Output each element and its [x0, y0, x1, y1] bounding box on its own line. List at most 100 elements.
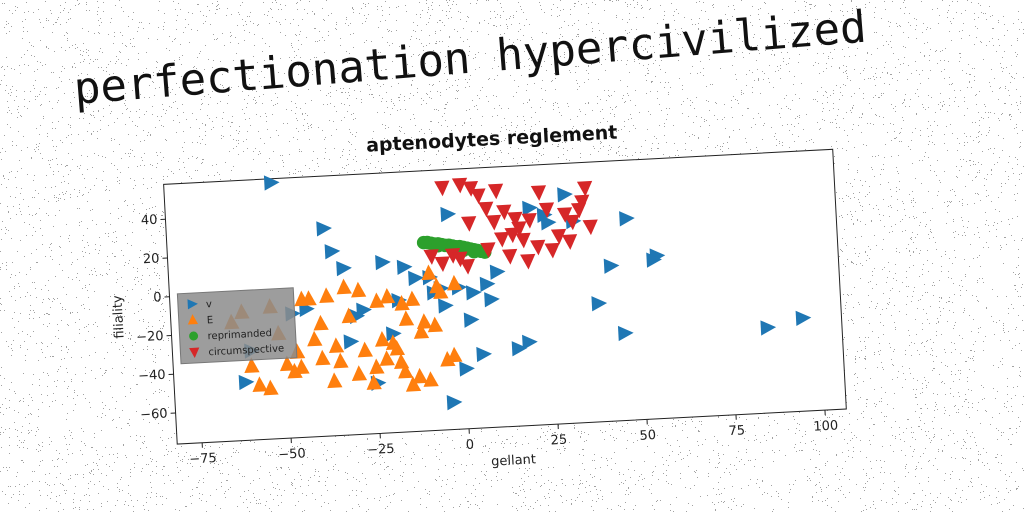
- point-circumspective-19: [564, 214, 580, 231]
- point-v-5: [375, 255, 391, 271]
- x-tick-label-7: 100: [813, 418, 839, 434]
- point-e-16: [336, 278, 352, 295]
- point-circumspective-21: [574, 194, 590, 211]
- point-v-24: [522, 200, 538, 216]
- point-v-29: [591, 296, 608, 312]
- point-circumspective-1: [451, 177, 468, 194]
- y-tick-label-1: −40: [138, 368, 166, 384]
- x-axis-ticks: −75 −50 −25 0 25 50 75 100: [189, 410, 839, 467]
- point-v-25: [536, 207, 553, 223]
- point-e-39: [427, 316, 444, 333]
- point-e-20: [366, 374, 382, 390]
- point-circumspective-27: [459, 258, 475, 275]
- point-e-32: [405, 376, 422, 392]
- point-v-18: [476, 346, 492, 363]
- point-v-7: [396, 259, 413, 276]
- point-circumspective-25: [444, 248, 461, 264]
- point-v-34: [646, 252, 662, 268]
- point-v-42: [386, 326, 402, 342]
- point-circumspective-34: [501, 248, 518, 265]
- point-e-22: [369, 292, 385, 309]
- point-e-19: [357, 341, 374, 358]
- point-e-43: [447, 346, 463, 363]
- point-v-13: [440, 206, 457, 223]
- point-circumspective-13: [530, 239, 546, 256]
- point-v-20: [484, 292, 500, 308]
- point-e-25: [379, 288, 396, 304]
- legend-marker-2: [189, 331, 199, 341]
- point-circumspective-9: [507, 211, 523, 228]
- point-v-23: [522, 334, 538, 351]
- point-circumspective-11: [515, 232, 531, 249]
- point-v-22: [511, 341, 528, 357]
- point-v-1: [316, 221, 332, 237]
- point-v-14: [446, 395, 463, 411]
- point-circumspective-24: [434, 256, 450, 273]
- point-e-11: [315, 349, 331, 366]
- point-e-18: [351, 365, 368, 381]
- point-v-30: [603, 258, 620, 274]
- legend-marker-3: [189, 347, 200, 359]
- point-circumspective-23: [582, 219, 598, 236]
- point-e-3: [263, 379, 279, 396]
- point-e-1: [244, 357, 260, 374]
- point-e-9: [301, 290, 317, 306]
- x-tick-label-2: −25: [367, 442, 395, 458]
- point-e-49: [351, 281, 367, 298]
- point-e-17: [341, 307, 357, 324]
- chart-container: aptenodytes reglement −75 −50 −25 0 25 50 75 10…: [91, 98, 869, 497]
- point-reprimanded-21: [467, 244, 481, 259]
- point-circumspective-18: [556, 207, 573, 223]
- point-v-26: [540, 215, 557, 231]
- point-e-24: [379, 350, 395, 366]
- point-e-7: [294, 358, 310, 375]
- point-v-0: [263, 175, 280, 191]
- point-v-16: [463, 312, 480, 328]
- point-e-35: [413, 323, 430, 339]
- point-e-34: [412, 367, 428, 384]
- point-e-2: [252, 376, 268, 393]
- point-v-27: [557, 187, 573, 203]
- y-tick-label-5: 40: [141, 213, 158, 229]
- point-circumspective-10: [511, 221, 527, 237]
- legend-marker-0: [187, 299, 198, 310]
- point-e-37: [423, 371, 439, 387]
- point-circumspective-32: [520, 253, 536, 270]
- point-e-29: [398, 362, 414, 379]
- point-circumspective-5: [485, 214, 502, 231]
- point-circumspective-4: [478, 201, 494, 218]
- point-circumspective-15: [538, 202, 555, 218]
- point-v-8: [408, 270, 424, 287]
- point-v-35: [760, 320, 777, 336]
- point-reprimanded-18: [431, 239, 445, 253]
- y-tick-label-2: −20: [136, 329, 164, 345]
- x-tick-label-4: 25: [550, 433, 567, 449]
- point-circumspective-2: [462, 181, 479, 197]
- point-circumspective-28: [480, 242, 496, 258]
- legend-label-1: E: [207, 315, 214, 326]
- point-e-27: [389, 339, 406, 356]
- point-circumspective-12: [521, 212, 537, 229]
- point-v-32: [619, 211, 635, 227]
- point-v-2: [324, 244, 341, 260]
- chart-title: aptenodytes reglement: [366, 122, 618, 157]
- point-v-31: [617, 325, 634, 342]
- point-circumspective-31: [487, 183, 504, 200]
- x-tick-label-1: −50: [278, 446, 306, 462]
- point-v-19: [479, 276, 496, 293]
- point-e-14: [328, 337, 345, 354]
- legend-label-2: reprimanded: [207, 328, 272, 342]
- data-marks: [224, 175, 812, 411]
- y-tick-label-3: 0: [153, 290, 162, 305]
- point-circumspective-3: [470, 188, 486, 205]
- point-v-12: [438, 298, 454, 314]
- y-tick-label-0: −60: [140, 406, 168, 422]
- y-axis-ticks: −60 −40 −20 0 20 40: [136, 213, 176, 423]
- point-e-13: [319, 287, 335, 304]
- x-tick-label-3: 0: [465, 438, 474, 453]
- y-tick-label-4: 20: [143, 251, 160, 267]
- x-axis-label: gellant: [491, 452, 537, 469]
- point-circumspective-33: [561, 234, 578, 250]
- legend-label-3: circumspective: [208, 343, 284, 358]
